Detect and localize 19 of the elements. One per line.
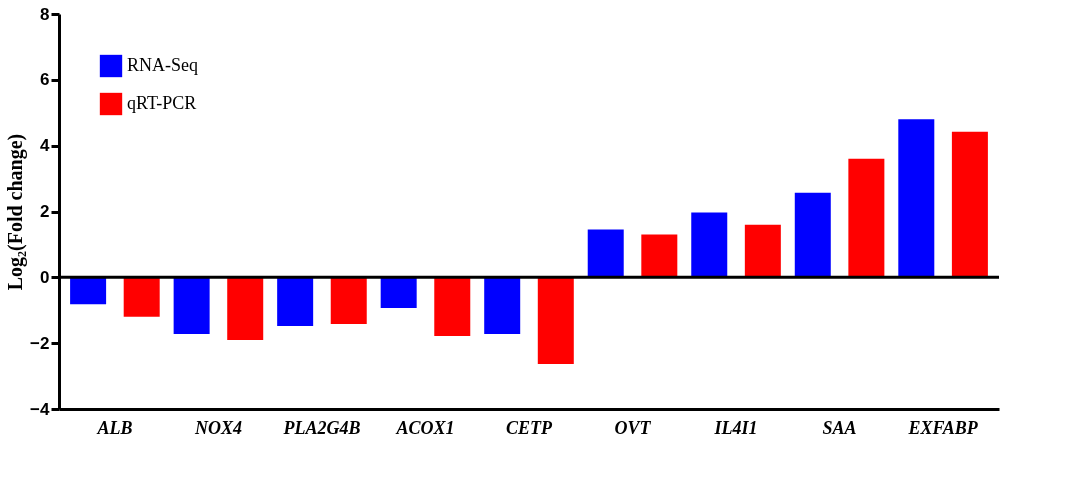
x-tick-label: PLA2G4B xyxy=(282,417,361,438)
legend-label: qRT-PCR xyxy=(127,93,197,113)
y-tick-label: −2 xyxy=(30,333,50,353)
x-tick-label: CETP xyxy=(505,417,553,438)
x-tick-label: ALB xyxy=(96,417,133,438)
x-tick-label: NOX4 xyxy=(193,417,242,438)
legend-label: RNA-Seq xyxy=(127,55,198,75)
y-tick-label: 8 xyxy=(40,4,50,24)
y-tick-label: 2 xyxy=(40,202,50,221)
x-tick-label: EXFABP xyxy=(907,417,979,438)
x-tick-label: OVT xyxy=(614,417,652,438)
y-tick-label: −4 xyxy=(30,399,51,419)
x-tick-label: IL4I1 xyxy=(713,417,758,438)
x-tick-label: ACOX1 xyxy=(395,417,455,438)
y-tick-label: 4 xyxy=(40,136,51,156)
y-tick-label: 6 xyxy=(40,70,50,90)
x-tick-label: SAA xyxy=(822,417,857,438)
y-axis-title: Log₂(Fold change) xyxy=(4,133,28,291)
y-tick-label: 0 xyxy=(40,267,50,287)
